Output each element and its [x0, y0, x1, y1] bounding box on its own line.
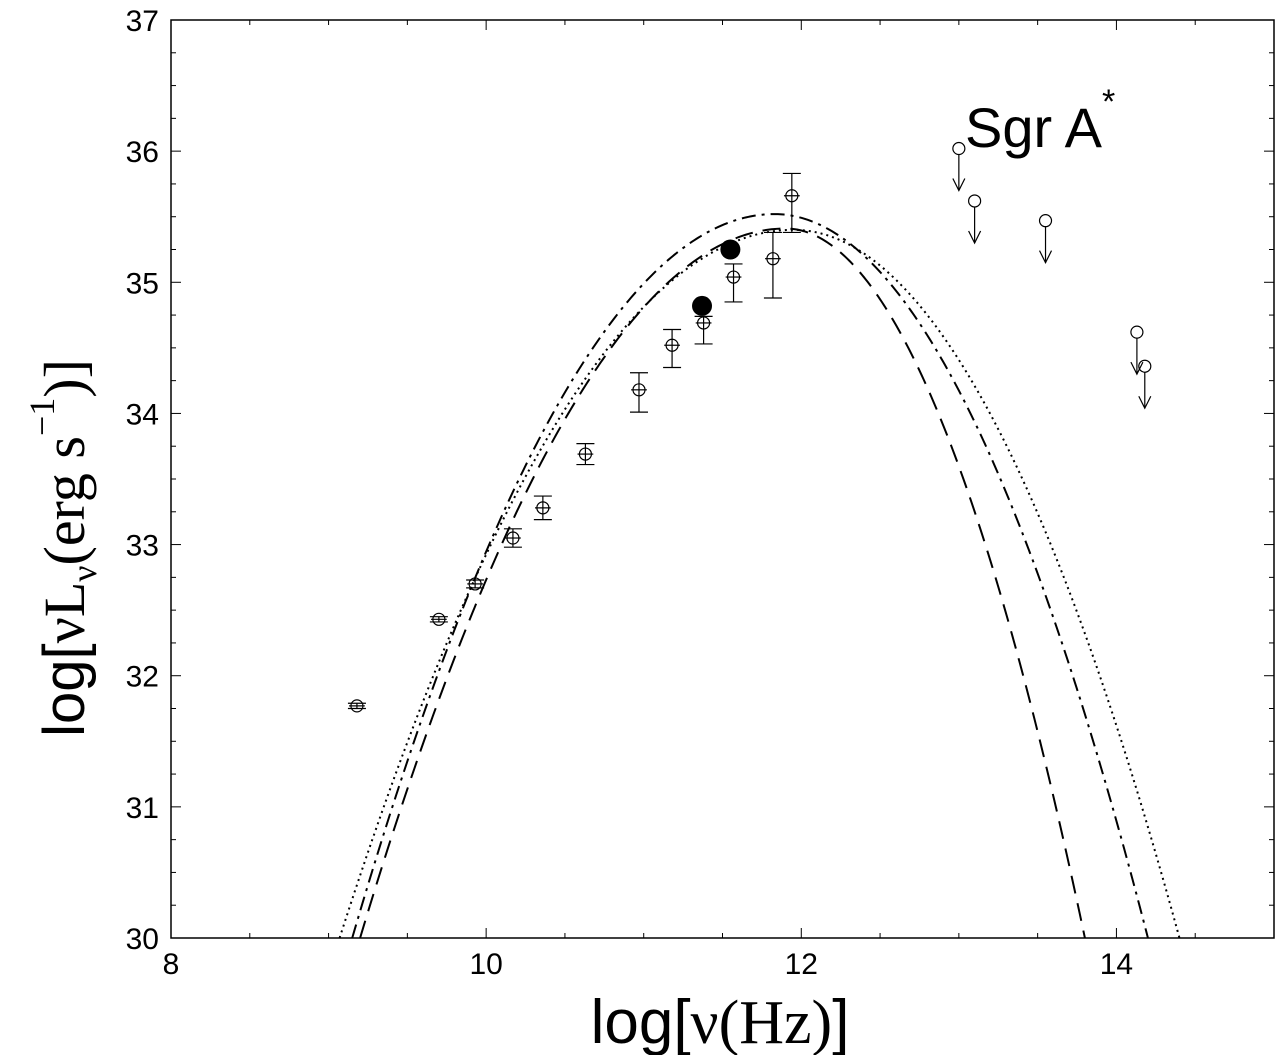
upper-limit-arrow-head — [1138, 395, 1152, 410]
filled-data-point — [692, 295, 713, 316]
open-data-point — [432, 612, 446, 626]
open-data-point — [468, 577, 482, 591]
model-curve-dotted — [338, 228, 1181, 939]
upper-limit-arrow-head — [1130, 361, 1144, 376]
y-tick-label: 37 — [126, 5, 159, 38]
open-data-point — [785, 189, 799, 203]
y-tick-label: 35 — [126, 267, 159, 300]
open-data-point — [506, 531, 520, 545]
y-tick-label: 32 — [126, 661, 159, 694]
y-axis-title: log[νLν(erg s−1)] — [22, 359, 104, 737]
upper-limits — [952, 141, 1152, 410]
axis-ticks — [170, 19, 1275, 939]
model-curve-dashdot — [351, 213, 1149, 939]
open-data-point — [696, 316, 711, 330]
axis-tick-labels: 8 10 12 14 30 31 32 33 34 35 36 37 — [126, 5, 1133, 981]
y-tick-label: 31 — [126, 792, 159, 825]
error-bars — [347, 172, 801, 710]
x-tick-label: 8 — [163, 948, 180, 981]
upper-limit-arrow-head — [952, 178, 966, 192]
upper-limit-point — [1130, 325, 1144, 339]
upper-limit-point — [1038, 214, 1053, 228]
open-data-point — [726, 270, 741, 284]
y-tick-label: 30 — [126, 923, 159, 956]
x-tick-label: 10 — [469, 948, 502, 981]
y-tick-label: 34 — [126, 398, 159, 431]
open-data-point — [536, 501, 550, 515]
open-data-point — [578, 447, 593, 461]
x-axis-title: log[ν(Hz)] — [591, 988, 850, 1055]
y-tick-label: 36 — [126, 136, 159, 169]
open-data-point — [665, 338, 679, 352]
y-tick-label: 33 — [126, 530, 159, 563]
open-data-point — [350, 699, 364, 713]
x-tick-label: 14 — [1100, 948, 1133, 981]
data-points — [350, 189, 799, 713]
open-data-point — [632, 383, 646, 397]
upper-limit-point — [968, 194, 982, 208]
x-tick-label: 12 — [785, 948, 818, 981]
upper-limit-arrow-head — [968, 230, 982, 245]
plot-frame — [170, 19, 1275, 939]
model-curves — [338, 213, 1181, 939]
upper-limit-point — [952, 141, 966, 156]
open-data-point — [766, 252, 780, 266]
plot-border — [170, 19, 1275, 939]
source-annotation: Sgr A* — [965, 83, 1115, 159]
filled-data-point — [720, 239, 741, 260]
upper-limit-arrow-head — [1038, 250, 1053, 264]
